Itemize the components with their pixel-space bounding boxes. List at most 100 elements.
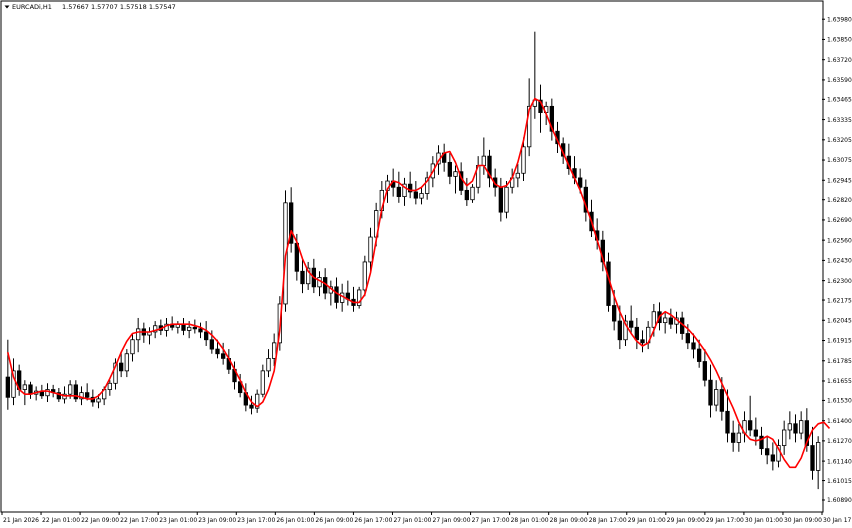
y-tick: 1.62300 (822, 278, 852, 285)
x-tick-label: 28 Jan 17:00 (589, 517, 627, 524)
x-tick-label: 27 Jan 09:00 (433, 517, 471, 524)
candle-body-bear (198, 328, 203, 333)
x-tick: 27 Jan 09:00 (431, 512, 471, 524)
candle-body-bull (470, 186, 475, 201)
x-tick-label: 30 Jan 01:00 (745, 517, 783, 524)
y-tick-label: 1.62300 (827, 278, 852, 285)
candle-body-bear (5, 376, 10, 398)
candle-body-bull (816, 442, 821, 471)
candle-body-bear (413, 191, 418, 199)
x-tick-label: 21 Jan 2026 (3, 517, 39, 524)
y-tick-label: 1.63465 (827, 97, 852, 104)
candle (663, 311, 668, 334)
y-tick: 1.61270 (822, 438, 852, 445)
candle-body-bear (804, 420, 809, 446)
x-tick: 29 Jan 01:00 (626, 512, 666, 524)
candle-body-bear (209, 339, 214, 350)
candle-body-bull (368, 236, 373, 263)
candle-body-bear (56, 392, 61, 400)
x-tick: 21 Jan 2026 (1, 512, 39, 524)
candle-body-bear (725, 410, 730, 434)
x-tick: 23 Jan 17:00 (235, 512, 275, 524)
candle (453, 165, 458, 194)
candle-body-bull (153, 325, 158, 333)
candle-body-bear (447, 161, 452, 177)
candle-body-bull (107, 382, 112, 390)
y-tick: 1.61915 (822, 338, 852, 345)
x-tick: 29 Jan 17:00 (704, 512, 744, 524)
candle-body-bull (799, 420, 804, 434)
candle-body-bear (748, 420, 753, 431)
candle (736, 423, 741, 452)
candle-body-bear (691, 342, 696, 350)
candle (447, 153, 452, 185)
x-tick-label: 22 Jan 17:00 (120, 517, 158, 524)
y-tick-label: 1.62690 (827, 217, 852, 224)
candle (272, 333, 277, 367)
candle-body-bear (617, 320, 622, 341)
candle (408, 171, 413, 199)
candle-body-bull (714, 389, 719, 406)
x-tick-label: 29 Jan 01:00 (628, 517, 666, 524)
moving-average-layer (7, 97, 831, 469)
candle (515, 163, 520, 188)
candle-body-bull (96, 398, 101, 403)
y-axis: 1.63980 1.63850 1.63720 1.63590 1.63465 1.633… (822, 16, 852, 504)
y-tick: 1.63075 (822, 157, 852, 164)
x-tick: 22 Jan 01:00 (40, 512, 80, 524)
candle-body-bear (300, 270, 305, 285)
candle-body-bear (85, 392, 90, 398)
candle-body-bull (357, 289, 362, 306)
candle (629, 305, 634, 334)
x-tick-label: 30 Jan 17:00 (823, 517, 852, 524)
x-tick: 26 Jan 17:00 (352, 512, 393, 524)
chart-menu-triangle-icon[interactable] (4, 5, 10, 9)
x-tick: 28 Jan 01:00 (509, 512, 549, 524)
y-tick-label: 1.61785 (827, 358, 852, 365)
y-tick: 1.62430 (822, 258, 852, 265)
candle-body-bull (113, 362, 118, 384)
y-tick: 1.61015 (822, 478, 852, 485)
y-tick-label: 1.62945 (827, 177, 852, 184)
x-tick: 28 Jan 17:00 (587, 512, 627, 524)
candle-body-bear (73, 384, 78, 400)
candle-body-bear (119, 362, 124, 372)
candle-body-bear (697, 348, 702, 362)
candle-body-bull (419, 193, 424, 199)
candle (413, 181, 418, 205)
candle-body-bull (623, 320, 628, 341)
x-tick-label: 23 Jan 01:00 (159, 517, 197, 524)
candle (306, 261, 311, 290)
candle (266, 349, 271, 378)
candle-body-bear (719, 389, 724, 412)
y-tick-label: 1.63590 (827, 77, 852, 84)
candle-body-bull (651, 311, 656, 328)
candle (73, 380, 78, 402)
y-tick-label: 1.61140 (827, 458, 852, 465)
candle (204, 321, 209, 346)
candle-body-bear (249, 404, 254, 409)
candle-body-bear (810, 445, 815, 471)
candle (107, 380, 112, 396)
symbol-label: EURCADi,H1 (12, 3, 52, 11)
y-tick: 1.63720 (822, 57, 852, 64)
candle-body-bear (731, 432, 736, 443)
candle (289, 187, 294, 253)
y-tick: 1.61530 (822, 398, 852, 405)
candle (697, 339, 702, 368)
y-tick-label: 1.63980 (827, 16, 852, 23)
candle (731, 420, 736, 452)
y-tick: 1.63980 (822, 16, 852, 23)
candle (362, 255, 367, 297)
x-tick-label: 29 Jan 17:00 (706, 517, 744, 524)
candle-body-bear (215, 348, 220, 355)
x-tick: 30 Jan 01:00 (743, 512, 783, 524)
y-tick: 1.62690 (822, 217, 852, 224)
y-tick-label: 1.63720 (827, 57, 852, 64)
candle-body-bull (260, 370, 265, 395)
candle (402, 177, 407, 206)
y-tick-label: 1.63850 (827, 37, 852, 44)
x-tick: 26 Jan 09:00 (313, 512, 354, 524)
candle-body-bull (306, 267, 311, 285)
y-tick-label: 1.62560 (827, 237, 852, 244)
